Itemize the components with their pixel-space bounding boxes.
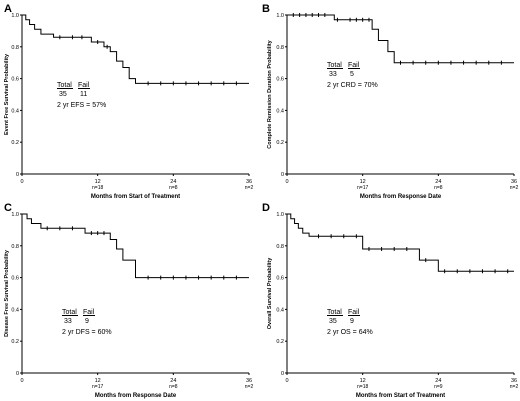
y-tick-label: 0.2 (276, 339, 284, 345)
at-risk-label: n=2 (245, 384, 254, 390)
y-tick-label: 1.0 (276, 212, 284, 218)
x-tick-label: 36 (511, 378, 517, 384)
survival-curve (287, 213, 514, 272)
at-risk-label: n=17 (92, 384, 103, 390)
annotation-total-header: Total (327, 62, 342, 69)
at-risk-label: n=18 (357, 384, 368, 390)
x-tick-label: 36 (246, 179, 252, 185)
x-tick-label: 36 (246, 378, 252, 384)
annotation-summary: 2 yr CRD = 70% (327, 82, 378, 89)
panel-c: C 0 0.2 0.4 0.6 0.8 1.0 0 12 24 36 n=17 n=8 n=2 Months… (4, 202, 253, 399)
survival-curve (287, 14, 514, 64)
annotation-total-value: 35 (59, 91, 67, 98)
x-tick-label: 12 (95, 378, 101, 384)
panel-a: A 0 0.2 0.4 0.6 0.8 1.0 0 12 24 36 n=18 n=8 n=2 Months… (4, 3, 253, 200)
at-risk-label: n=18 (92, 185, 103, 191)
x-tick-label: 12 (360, 378, 366, 384)
y-tick-label: 0.8 (276, 45, 284, 51)
annotation-total-value: 33 (64, 318, 72, 325)
annotation-summary: 2 yr OS = 64% (327, 329, 373, 336)
y-axis-label: Overall Survival Probability (267, 257, 273, 329)
y-tick-label: 0.4 (11, 307, 19, 313)
y-axis-label: Event Free Survival Probability (4, 53, 10, 135)
y-tick-label: 0.6 (276, 77, 284, 83)
y-tick-label: 1.0 (11, 13, 19, 19)
x-tick-label: 0 (20, 378, 23, 384)
panel-letter: D (262, 202, 270, 214)
x-tick-label: 12 (360, 179, 366, 185)
panel-letter: C (4, 202, 12, 214)
y-tick-label: 1.0 (11, 212, 19, 218)
annotation-fail-value: 9 (85, 318, 89, 325)
annotation-fail-header: Fail (348, 309, 360, 316)
y-tick-label: 0.8 (11, 45, 19, 51)
panel-letter: A (4, 3, 12, 15)
x-tick-label: 0 (285, 179, 288, 185)
annotation-fail-header: Fail (348, 62, 360, 69)
y-tick-label: 0.2 (11, 339, 19, 345)
y-tick-label: 0.8 (276, 244, 284, 250)
at-risk-label: n=8 (169, 185, 178, 191)
annotation-summary: 2 yr EFS = 57% (57, 102, 106, 109)
survival-curve (22, 213, 249, 279)
y-tick-label: 0 (16, 172, 19, 178)
x-tick-label: 0 (20, 179, 23, 185)
at-risk-label: n=17 (357, 185, 368, 191)
x-axis-label: Months from Response Date (95, 393, 177, 399)
at-risk-label: n=8 (169, 384, 178, 390)
annotation-fail-value: 9 (350, 318, 354, 325)
y-tick-label: 0.4 (276, 108, 284, 114)
at-risk-label: n=2 (245, 185, 254, 191)
x-tick-label: 0 (285, 378, 288, 384)
annotation-summary: 2 yr DFS = 60% (62, 329, 112, 336)
y-tick-label: 0.8 (11, 244, 19, 250)
annotation-fail-header: Fail (83, 309, 95, 316)
at-risk-label: n=2 (510, 185, 519, 191)
x-tick-label: 24 (170, 179, 176, 185)
y-tick-label: 0.6 (276, 276, 284, 282)
annotation-total-header: Total (62, 309, 77, 316)
x-axis-label: Months from Start of Treatment (91, 194, 180, 200)
annotation-total-header: Total (57, 82, 72, 89)
panel-d: D 0 0.2 0.4 0.6 0.8 1.0 0 12 24 36 n=18 n=9 n=2 Months… (262, 202, 518, 399)
y-tick-label: 0.4 (276, 307, 284, 313)
y-tick-label: 1.0 (276, 13, 284, 19)
x-tick-label: 24 (435, 378, 441, 384)
annotation-total-value: 33 (329, 71, 337, 78)
annotation-total-header: Total (327, 309, 342, 316)
panel-b: B 0 0.2 0.4 0.6 0.8 1.0 0 12 24 36 n=17 n=8 n=2 Months… (262, 3, 518, 200)
y-tick-label: 0.6 (11, 77, 19, 83)
annotation-total-value: 35 (329, 318, 337, 325)
x-tick-label: 24 (435, 179, 441, 185)
at-risk-label: n=8 (434, 185, 443, 191)
y-tick-label: 0.4 (11, 108, 19, 114)
x-axis-label: Months from Response Date (360, 194, 442, 200)
y-tick-label: 0.2 (11, 140, 19, 146)
annotation-fail-header: Fail (78, 82, 90, 89)
x-tick-label: 24 (170, 378, 176, 384)
survival-curve (22, 14, 249, 84)
y-tick-label: 0.6 (11, 276, 19, 282)
at-risk-label: n=9 (434, 384, 443, 390)
annotation-fail-value: 5 (350, 71, 354, 78)
y-axis-label: Complete Remission Duration Probability (267, 39, 273, 148)
y-tick-label: 0 (281, 371, 284, 377)
annotation-fail-value: 11 (80, 91, 87, 98)
at-risk-label: n=2 (510, 384, 519, 390)
x-tick-label: 36 (511, 179, 517, 185)
x-axis-label: Months from Start of Treatment (356, 393, 445, 399)
panel-letter: B (262, 3, 270, 15)
y-axis-label: Disease Free Survival Probability (4, 249, 10, 337)
x-tick-label: 12 (95, 179, 101, 185)
y-tick-label: 0 (281, 172, 284, 178)
y-tick-label: 0.2 (276, 140, 284, 146)
y-tick-label: 0 (16, 371, 19, 377)
